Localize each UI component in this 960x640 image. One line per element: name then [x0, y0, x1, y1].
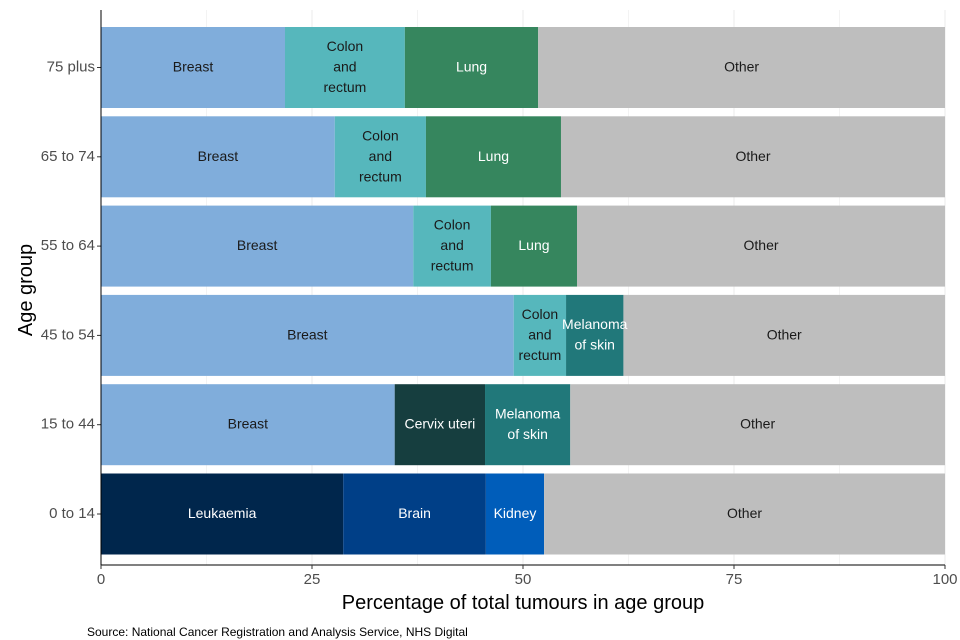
- bar-segment-0-to-14-brain: [343, 473, 486, 555]
- bar-segment-15-to-44-breast: [101, 384, 395, 466]
- bar-segment-75-plus-lung: [404, 27, 539, 108]
- segment-label-65-to-74-lung: Lung: [478, 148, 509, 164]
- bars: [101, 27, 945, 555]
- bar-segment-75-plus-other: [538, 27, 945, 108]
- y-tick-label-45-to-54: 45 to 54: [41, 326, 95, 343]
- x-tick-label-25: 25: [304, 571, 321, 588]
- y-tick-label-65-to-74: 65 to 74: [41, 148, 95, 165]
- segment-label-15-to-44-cervix-uteri: Cervix uteri: [404, 415, 475, 431]
- y-tick-label-0-to-14: 0 to 14: [49, 505, 95, 522]
- bar-segment-55-to-64-lung: [490, 205, 578, 287]
- segment-label-65-to-74-colon-and-rectum: Colon and rectum: [359, 127, 402, 184]
- source-caption: Source: National Cancer Registration and…: [87, 625, 468, 639]
- segment-label-75-plus-lung: Lung: [456, 58, 487, 74]
- bar-segment-15-to-44-other: [570, 384, 945, 466]
- segment-label-0-to-14-leukaemia: Leukaemia: [188, 505, 257, 521]
- segment-label-75-plus-other: Other: [724, 58, 759, 74]
- segment-label-15-to-44-other: Other: [740, 415, 775, 431]
- segment-label-55-to-64-lung: Lung: [518, 237, 549, 253]
- y-tick-label-55-to-64: 55 to 64: [41, 237, 95, 254]
- segment-label-55-to-64-colon-and-rectum: Colon and rectum: [431, 216, 474, 273]
- segment-label-0-to-14-brain: Brain: [398, 505, 431, 521]
- bar-segment-45-to-54-breast: [101, 294, 514, 376]
- bar-segment-0-to-14-other: [544, 473, 945, 555]
- segment-label-55-to-64-breast: Breast: [237, 237, 278, 253]
- bar-segment-0-to-14-kidney: [485, 473, 545, 555]
- bar-segment-45-to-54-colon-and-rectum: [513, 294, 567, 376]
- segment-label-0-to-14-kidney: Kidney: [494, 505, 537, 521]
- segment-label-15-to-44-breast: Breast: [228, 415, 269, 431]
- bar-segment-65-to-74-other: [560, 116, 945, 198]
- axes: 75 plus 65 to 74 55 to 64 45 to 54 15 to 44 0…: [41, 10, 958, 588]
- bar-segment-75-plus-breast: [101, 27, 285, 108]
- segment-label-75-plus-colon-and-rectum: Colon and rectum: [324, 38, 367, 95]
- y-axis-title: Age group: [15, 244, 37, 336]
- bar-segment-0-to-14-leukaemia: [101, 473, 344, 555]
- segment-label-45-to-54-colon-and-rectum: Colon and rectum: [518, 306, 561, 363]
- bar-segment-55-to-64-other: [577, 205, 945, 287]
- segment-label-45-to-54-melanoma-of-skin: Melanoma of skin: [562, 316, 628, 353]
- x-tick-label-0: 0: [97, 571, 105, 588]
- x-tick-label-100: 100: [932, 571, 957, 588]
- y-tick-label-15-to-44: 15 to 44: [41, 416, 95, 433]
- x-tick-label-75: 75: [726, 571, 743, 588]
- segment-label-65-to-74-other: Other: [735, 148, 770, 164]
- y-tick-label-75-plus: 75 plus: [47, 58, 95, 75]
- segment-label-45-to-54-other: Other: [767, 326, 802, 342]
- segment-label-45-to-54-breast: Breast: [287, 326, 328, 342]
- segment-label-0-to-14-other: Other: [727, 505, 762, 521]
- bar-segment-55-to-64-colon-and-rectum: [413, 205, 491, 287]
- bar-segment-75-plus-colon-and-rectum: [284, 27, 405, 108]
- bar-segment-65-to-74-lung: [425, 116, 561, 198]
- x-axis-title: Percentage of total tumours in age group: [342, 592, 704, 614]
- bar-segment-45-to-54-other: [623, 294, 945, 376]
- segment-label-65-to-74-breast: Breast: [198, 148, 239, 164]
- segment-labels: Breast Colon and rectum Lung Other Breast Colon…: [173, 38, 802, 521]
- x-tick-label-50: 50: [515, 571, 532, 588]
- bar-segment-55-to-64-breast: [101, 205, 414, 287]
- bar-segment-15-to-44-cervix-uteri: [394, 384, 486, 466]
- bar-segment-15-to-44-melanoma-of-skin: [485, 384, 571, 466]
- bar-segment-65-to-74-colon-and-rectum: [334, 116, 426, 198]
- segment-label-15-to-44-melanoma-of-skin: Melanoma of skin: [495, 405, 561, 442]
- segment-label-55-to-64-other: Other: [744, 237, 779, 253]
- bar-segment-65-to-74-breast: [101, 116, 335, 198]
- bar-segment-45-to-54-melanoma-of-skin: [566, 294, 624, 376]
- segment-label-75-plus-breast: Breast: [173, 58, 214, 74]
